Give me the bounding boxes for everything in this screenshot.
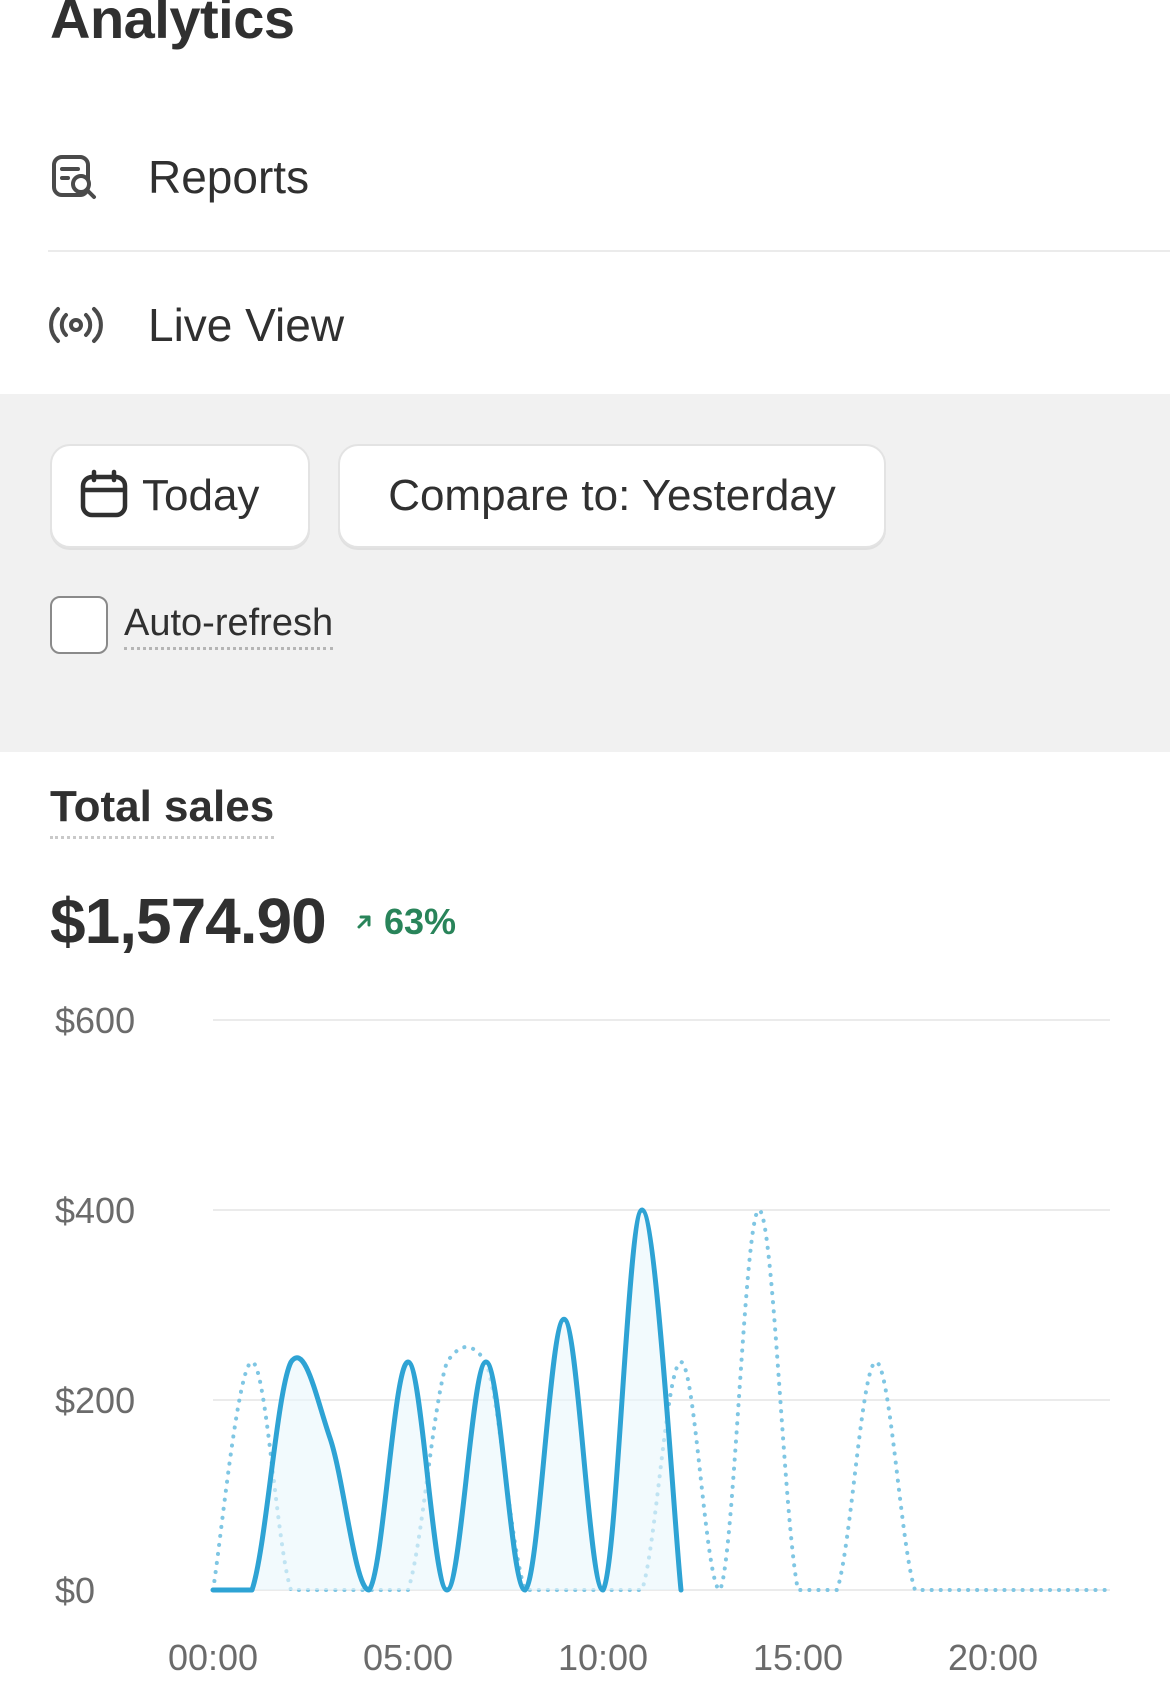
- x-tick-label: 20:00: [948, 1637, 1038, 1678]
- date-range-label: Today: [142, 471, 260, 520]
- reports-icon: [48, 149, 104, 205]
- y-tick-label: $600: [55, 1000, 135, 1041]
- change-value: 63%: [384, 901, 457, 942]
- filter-panel: Today Compare to: Yesterday Auto-refresh: [0, 394, 1170, 752]
- metric-title[interactable]: Total sales: [50, 782, 275, 839]
- nav-item-label: Reports: [148, 151, 310, 203]
- nav-item-label: Live View: [148, 299, 345, 351]
- auto-refresh-label[interactable]: Auto-refresh: [124, 602, 334, 650]
- nav-item-live-view[interactable]: Live View: [48, 252, 1170, 398]
- nav-item-reports[interactable]: Reports: [48, 104, 1170, 252]
- x-tick-label: 10:00: [558, 1637, 648, 1678]
- page-title: Analytics: [50, 0, 295, 50]
- x-tick-label: 05:00: [363, 1637, 453, 1678]
- sales-chart: $0 $200 $400 $600 00:00 05:00 10:00 15:00 20:00: [55, 1000, 1112, 1678]
- series-line-current: [210, 1207, 684, 1593]
- change-badge: 63%: [354, 901, 456, 943]
- compare-button[interactable]: Compare to: Yesterday: [338, 444, 886, 548]
- auto-refresh-checkbox[interactable]: [50, 596, 108, 654]
- metric-value: $1,574.90: [50, 885, 327, 957]
- y-tick-label: $400: [55, 1190, 135, 1231]
- y-tick-label: $200: [55, 1380, 135, 1421]
- x-tick-label: 00:00: [168, 1637, 258, 1678]
- series-line-comparison: [211, 1208, 1112, 1592]
- x-tick-label: 15:00: [753, 1637, 843, 1678]
- live-broadcast-icon: [48, 297, 104, 353]
- compare-label: Compare to: Yesterday: [388, 471, 836, 520]
- y-tick-label: $0: [55, 1570, 95, 1611]
- arrow-up-right-icon: [357, 915, 371, 929]
- calendar-icon: [78, 468, 130, 525]
- series-area: [213, 1210, 681, 1590]
- date-range-button[interactable]: Today: [50, 444, 310, 548]
